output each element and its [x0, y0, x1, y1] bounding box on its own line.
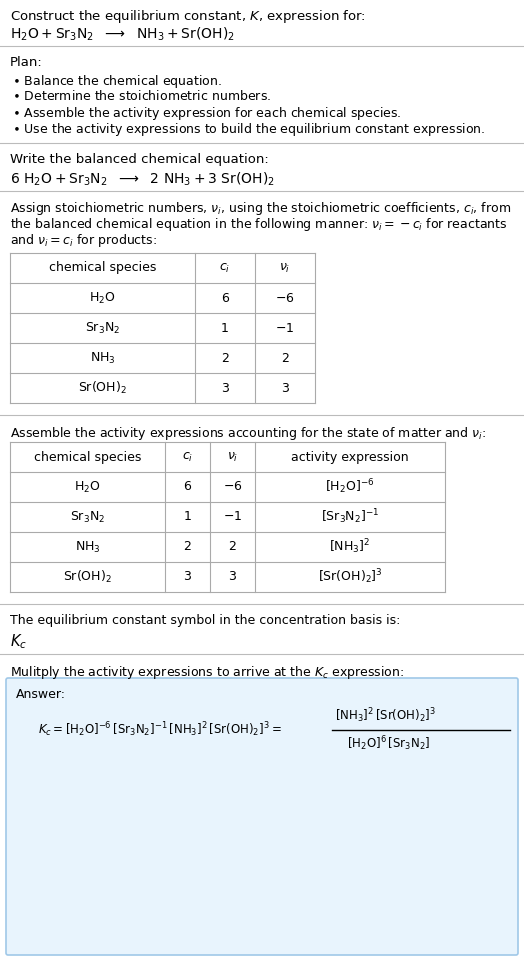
Text: $\bullet$ Determine the stoichiometric numbers.: $\bullet$ Determine the stoichiometric n… [12, 89, 271, 103]
Text: $[\mathrm{H_2O}]^{6}\,[\mathrm{Sr_3N_2}]$: $[\mathrm{H_2O}]^{6}\,[\mathrm{Sr_3N_2}]… [347, 735, 430, 753]
Text: chemical species: chemical species [49, 262, 156, 274]
Text: $c_i$: $c_i$ [182, 451, 193, 463]
Text: $[\mathrm{NH_3}]^{2}\,[\mathrm{Sr(OH)_2}]^{3}$: $[\mathrm{NH_3}]^{2}\,[\mathrm{Sr(OH)_2}… [335, 707, 436, 725]
Text: 2: 2 [183, 540, 191, 554]
Text: 6: 6 [183, 481, 191, 493]
Text: Answer:: Answer: [16, 688, 66, 701]
Text: $\bullet$ Use the activity expressions to build the equilibrium constant express: $\bullet$ Use the activity expressions t… [12, 121, 485, 138]
Text: 1: 1 [183, 510, 191, 524]
Text: Assemble the activity expressions accounting for the state of matter and $\nu_i$: Assemble the activity expressions accoun… [10, 425, 486, 442]
Text: $\mathrm{NH_3}$: $\mathrm{NH_3}$ [74, 539, 101, 555]
Text: $\mathrm{NH_3}$: $\mathrm{NH_3}$ [90, 351, 115, 366]
Text: activity expression: activity expression [291, 451, 409, 463]
Text: $[\mathrm{Sr(OH)_2}]^{3}$: $[\mathrm{Sr(OH)_2}]^{3}$ [318, 567, 383, 586]
Text: $\mathrm{Sr(OH)_2}$: $\mathrm{Sr(OH)_2}$ [78, 380, 127, 396]
Text: Write the balanced chemical equation:: Write the balanced chemical equation: [10, 153, 269, 166]
Text: the balanced chemical equation in the following manner: $\nu_i = -c_i$ for react: the balanced chemical equation in the fo… [10, 216, 507, 233]
Text: 3: 3 [221, 381, 229, 395]
Text: $\mathrm{Sr_3N_2}$: $\mathrm{Sr_3N_2}$ [85, 321, 120, 335]
Text: 1: 1 [221, 322, 229, 334]
Text: The equilibrium constant symbol in the concentration basis is:: The equilibrium constant symbol in the c… [10, 614, 400, 627]
Text: $\mathrm{6\ H_2O + Sr_3N_2}$  $\longrightarrow$  $\mathrm{2\ NH_3 + 3\ Sr(OH)_2}: $\mathrm{6\ H_2O + Sr_3N_2}$ $\longright… [10, 171, 275, 189]
Text: 2: 2 [228, 540, 236, 554]
Text: $-6$: $-6$ [223, 481, 242, 493]
Text: $-1$: $-1$ [276, 322, 294, 334]
Text: $\mathrm{Sr_3N_2}$: $\mathrm{Sr_3N_2}$ [70, 509, 105, 525]
Text: $\bullet$ Balance the chemical equation.: $\bullet$ Balance the chemical equation. [12, 73, 222, 90]
Text: $c_i$: $c_i$ [220, 261, 231, 274]
Text: and $\nu_i = c_i$ for products:: and $\nu_i = c_i$ for products: [10, 232, 157, 249]
Text: $[\mathrm{Sr_3N_2}]^{-1}$: $[\mathrm{Sr_3N_2}]^{-1}$ [321, 508, 379, 527]
FancyBboxPatch shape [6, 678, 518, 955]
Text: $K_c = [\mathrm{H_2O}]^{-6}$$\,[\mathrm{Sr_3N_2}]^{-1}$$\,[\mathrm{NH_3}]^{2}$$\: $K_c = [\mathrm{H_2O}]^{-6}$$\,[\mathrm{… [38, 720, 282, 740]
Text: $-6$: $-6$ [275, 292, 295, 304]
Text: $\nu_i$: $\nu_i$ [227, 451, 238, 463]
Text: 2: 2 [221, 351, 229, 365]
Text: $[\mathrm{H_2O}]^{-6}$: $[\mathrm{H_2O}]^{-6}$ [325, 478, 375, 496]
Text: $\mathrm{H_2O + Sr_3N_2}$  $\longrightarrow$  $\mathrm{NH_3 + Sr(OH)_2}$: $\mathrm{H_2O + Sr_3N_2}$ $\longrightarr… [10, 26, 235, 43]
Text: $\mathrm{H_2O}$: $\mathrm{H_2O}$ [74, 480, 101, 495]
Text: Plan:: Plan: [10, 56, 43, 69]
Text: 3: 3 [281, 381, 289, 395]
Text: Assign stoichiometric numbers, $\nu_i$, using the stoichiometric coefficients, $: Assign stoichiometric numbers, $\nu_i$, … [10, 200, 511, 217]
Text: $\mathrm{Sr(OH)_2}$: $\mathrm{Sr(OH)_2}$ [63, 569, 112, 586]
Text: $\nu_i$: $\nu_i$ [279, 261, 291, 274]
Text: $-1$: $-1$ [223, 510, 242, 524]
Text: 3: 3 [228, 570, 236, 584]
Text: 6: 6 [221, 292, 229, 304]
Text: Construct the equilibrium constant, $K$, expression for:: Construct the equilibrium constant, $K$,… [10, 8, 366, 25]
Text: chemical species: chemical species [34, 451, 141, 463]
Text: $\bullet$ Assemble the activity expression for each chemical species.: $\bullet$ Assemble the activity expressi… [12, 105, 401, 122]
Text: $K_c$: $K_c$ [10, 632, 27, 651]
Text: Mulitply the activity expressions to arrive at the $K_c$ expression:: Mulitply the activity expressions to arr… [10, 664, 405, 681]
Text: $\mathrm{H_2O}$: $\mathrm{H_2O}$ [89, 291, 116, 305]
Text: 2: 2 [281, 351, 289, 365]
Text: $[\mathrm{NH_3}]^{2}$: $[\mathrm{NH_3}]^{2}$ [330, 537, 370, 557]
Text: 3: 3 [183, 570, 191, 584]
